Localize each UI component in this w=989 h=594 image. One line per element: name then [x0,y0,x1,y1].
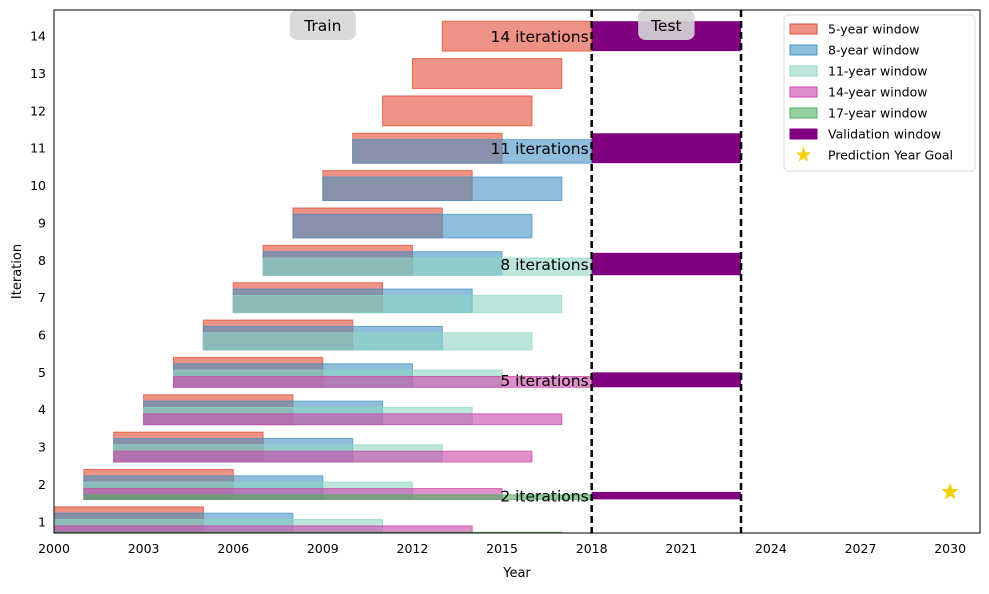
y-tick-label-14: 14 [30,29,46,44]
legend-label-prediction-year-goal: Prediction Year Goal [828,148,953,163]
legend-label-14-year-window: 14-year window [828,85,927,100]
bar-14yr-iteration-3 [113,450,533,463]
iteration-count-label-8: 8 iterations [500,256,588,274]
legend-swatch-5-year-window [789,23,818,35]
bar-11yr-iteration-6 [202,332,533,351]
validation-band-iteration-5 [591,372,742,388]
x-tick-label-2000: 2000 [38,541,70,556]
legend-label-17-year-window: 17-year window [828,106,927,121]
bar-14yr-iteration-1 [54,525,473,533]
plot-area: 14 iterations 11 iterations 8 iterations 5 … [54,10,959,533]
bar-8yr-iteration-10 [322,176,563,202]
prediction-goal-star [941,482,959,500]
plot-frame [53,9,981,534]
legend-label-11-year-window: 11-year window [828,64,927,79]
bar-8yr-iteration-9 [292,213,533,239]
validation-band-iteration-8 [591,252,742,276]
y-tick-label-10: 10 [30,178,46,193]
legend-label-5-year-window: 5-year window [828,22,920,37]
legend-box [783,14,976,172]
y-axis-label: Iteration [10,244,25,299]
validation-bands [591,21,742,500]
iteration-count-label-11: 11 iterations [490,140,588,158]
legend-label-8-year-window: 8-year window [828,43,920,58]
y-tick-label-7: 7 [38,290,46,305]
x-tick-label-2018: 2018 [576,541,608,556]
bar-5yr-iteration-12 [382,95,533,127]
legend-swatch-14-year-window [789,86,818,98]
validation-band-iteration-11 [591,133,742,164]
x-axis-ticks: 2000 2003 2006 2009 2012 2015 2018 2021 2024 2027… [38,541,966,556]
x-tick-label-2027: 2027 [845,541,877,556]
x-tick-label-2021: 2021 [665,541,697,556]
legend-swatch-validation-window [789,128,818,140]
x-tick-label-2024: 2024 [755,541,787,556]
x-tick-label-2009: 2009 [307,541,339,556]
y-tick-label-4: 4 [38,402,46,417]
x-tick-label-2003: 2003 [128,541,160,556]
x-tick-label-2012: 2012 [397,541,429,556]
validation-band-iteration-2 [591,491,742,500]
legend-label-validation-window: Validation window [828,127,941,142]
region-label-train: Train [303,17,341,35]
y-tick-label-3: 3 [38,440,46,455]
y-tick-label-13: 13 [30,66,46,81]
y-tick-label-12: 12 [30,103,46,118]
bar-5yr-iteration-13 [411,58,563,89]
x-tick-label-2006: 2006 [217,541,249,556]
x-tick-label-2030: 2030 [934,541,966,556]
x-axis-label: Year [502,566,531,581]
iteration-count-label-5: 5 iterations [500,372,588,390]
y-tick-label-6: 6 [38,328,46,343]
bar-11yr-iteration-7 [232,294,563,314]
y-tick-label-2: 2 [38,477,46,492]
legend: 5-year window 8-year window 11-year window… [783,14,976,172]
legend-swatch-11-year-window [789,65,818,77]
legend-swatch-8-year-window [789,44,818,56]
iteration-count-label-14: 14 iterations [490,28,588,46]
y-tick-label-9: 9 [38,215,46,230]
region-label-test: Test [650,17,682,35]
bar-5yr-iteration-14 [441,20,593,52]
y-tick-label-11: 11 [30,141,46,156]
y-tick-label-5: 5 [38,365,46,380]
bar-14yr-iteration-4 [143,413,563,426]
region-label-box-train [289,10,356,40]
y-tick-label-8: 8 [38,253,46,268]
legend-swatch-17-year-window [789,107,818,119]
region-label-box-test [638,10,695,40]
x-tick-label-2015: 2015 [486,541,518,556]
y-tick-label-1: 1 [38,514,46,529]
legend-swatch-prediction-year-goal [795,147,812,162]
iteration-count-label-2: 2 iterations [500,488,588,506]
